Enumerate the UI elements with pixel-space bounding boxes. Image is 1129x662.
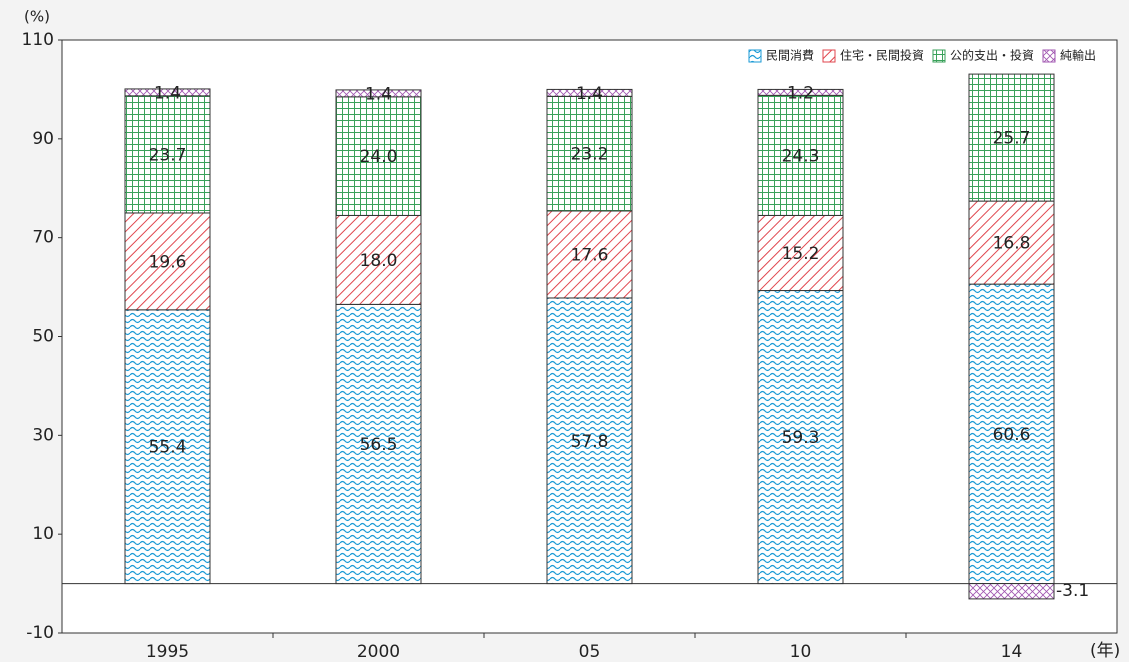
bar-segment <box>335 96 422 216</box>
value-label: 1.4 <box>576 84 603 104</box>
legend-swatch <box>748 49 762 63</box>
y-tick-label: 90 <box>32 129 54 149</box>
x-tick-label: 1995 <box>146 642 189 662</box>
y-tick-label: -10 <box>26 623 54 643</box>
x-axis-label: (年) <box>1090 641 1120 661</box>
value-label: 15.2 <box>782 244 820 264</box>
x-tick-label: 14 <box>1001 642 1023 662</box>
bar-segment <box>757 88 844 96</box>
bar-segment <box>335 214 422 305</box>
bar-segment <box>968 283 1055 585</box>
y-tick-label: 10 <box>32 524 54 544</box>
value-label: 1.4 <box>154 83 181 103</box>
bar-segment <box>757 214 844 292</box>
x-tick-label: 10 <box>790 642 812 662</box>
legend-label: 純輸出 <box>1060 48 1096 63</box>
value-label: 1.2 <box>787 83 814 103</box>
bar-segment <box>124 309 211 585</box>
legend-swatch <box>932 49 946 63</box>
value-label: 55.4 <box>149 438 187 458</box>
bar-segment <box>968 200 1055 285</box>
value-label: -3.1 <box>1056 581 1089 601</box>
y-tick-label: 50 <box>32 327 54 347</box>
value-label: 60.6 <box>993 425 1031 445</box>
bar-segment <box>124 88 211 97</box>
value-label: 56.5 <box>360 435 398 455</box>
bar-segment <box>757 290 844 585</box>
x-tick-label: 2000 <box>357 642 400 662</box>
value-label: 24.3 <box>782 146 820 166</box>
x-tick-label: 05 <box>579 642 601 662</box>
legend-swatch <box>822 49 836 63</box>
y-tick-label: 110 <box>22 30 54 50</box>
value-label: 23.2 <box>571 145 609 165</box>
value-label: 1.4 <box>365 84 392 104</box>
bar-segment <box>546 210 633 299</box>
y-axis-label: (%) <box>24 8 50 26</box>
value-label: 17.6 <box>571 245 609 265</box>
bar-segment <box>757 94 844 216</box>
bar-segment <box>335 303 422 585</box>
bar-segment <box>546 95 633 212</box>
y-tick-label: 30 <box>32 425 54 445</box>
legend-label: 住宅・民間投資 <box>840 48 924 63</box>
legend-swatch <box>1042 49 1056 63</box>
value-label: 18.0 <box>360 251 398 271</box>
value-label: 19.6 <box>149 252 187 272</box>
value-label: 16.8 <box>993 234 1031 254</box>
y-tick-label: 70 <box>32 228 54 248</box>
legend-label: 公的支出・投資 <box>950 48 1034 63</box>
value-label: 25.7 <box>993 129 1031 149</box>
value-label: 24.0 <box>360 147 398 167</box>
bar-segment <box>968 583 1055 600</box>
bar-segment <box>335 89 422 98</box>
value-label: 23.7 <box>149 145 187 165</box>
bar-segment <box>546 297 633 585</box>
bar-segment <box>968 73 1055 202</box>
legend-label: 民間消費 <box>766 48 814 63</box>
value-label: 59.3 <box>782 428 820 448</box>
bar-segment <box>546 88 633 97</box>
value-label: 57.8 <box>571 432 609 452</box>
